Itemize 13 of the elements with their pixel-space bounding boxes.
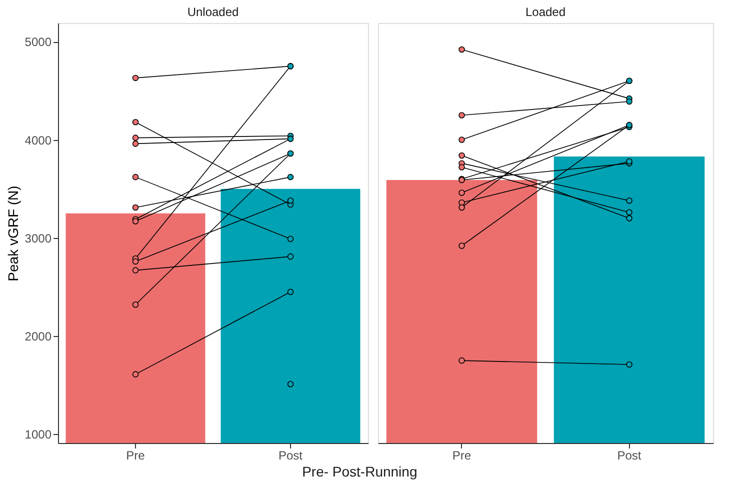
x-tick-label: Post <box>278 448 304 462</box>
y-tick-label: 4000 <box>24 133 52 148</box>
x-tick-label: Pre <box>452 448 472 462</box>
y-tick-label: 1000 <box>24 428 52 442</box>
x-tick-label: Pre <box>126 448 146 462</box>
x-axis-title: Pre- Post-Running <box>302 464 418 480</box>
chart-title: Loaded <box>525 5 566 19</box>
x-tick-label: Post <box>617 448 642 462</box>
chart-title: Unloaded <box>187 5 239 19</box>
y-tick-label: 5000 <box>24 35 52 50</box>
y-axis-title: Peak vGRF (N) <box>4 186 21 282</box>
y-tick-label: 3000 <box>24 231 52 246</box>
y-tick-label: 2000 <box>24 330 52 344</box>
